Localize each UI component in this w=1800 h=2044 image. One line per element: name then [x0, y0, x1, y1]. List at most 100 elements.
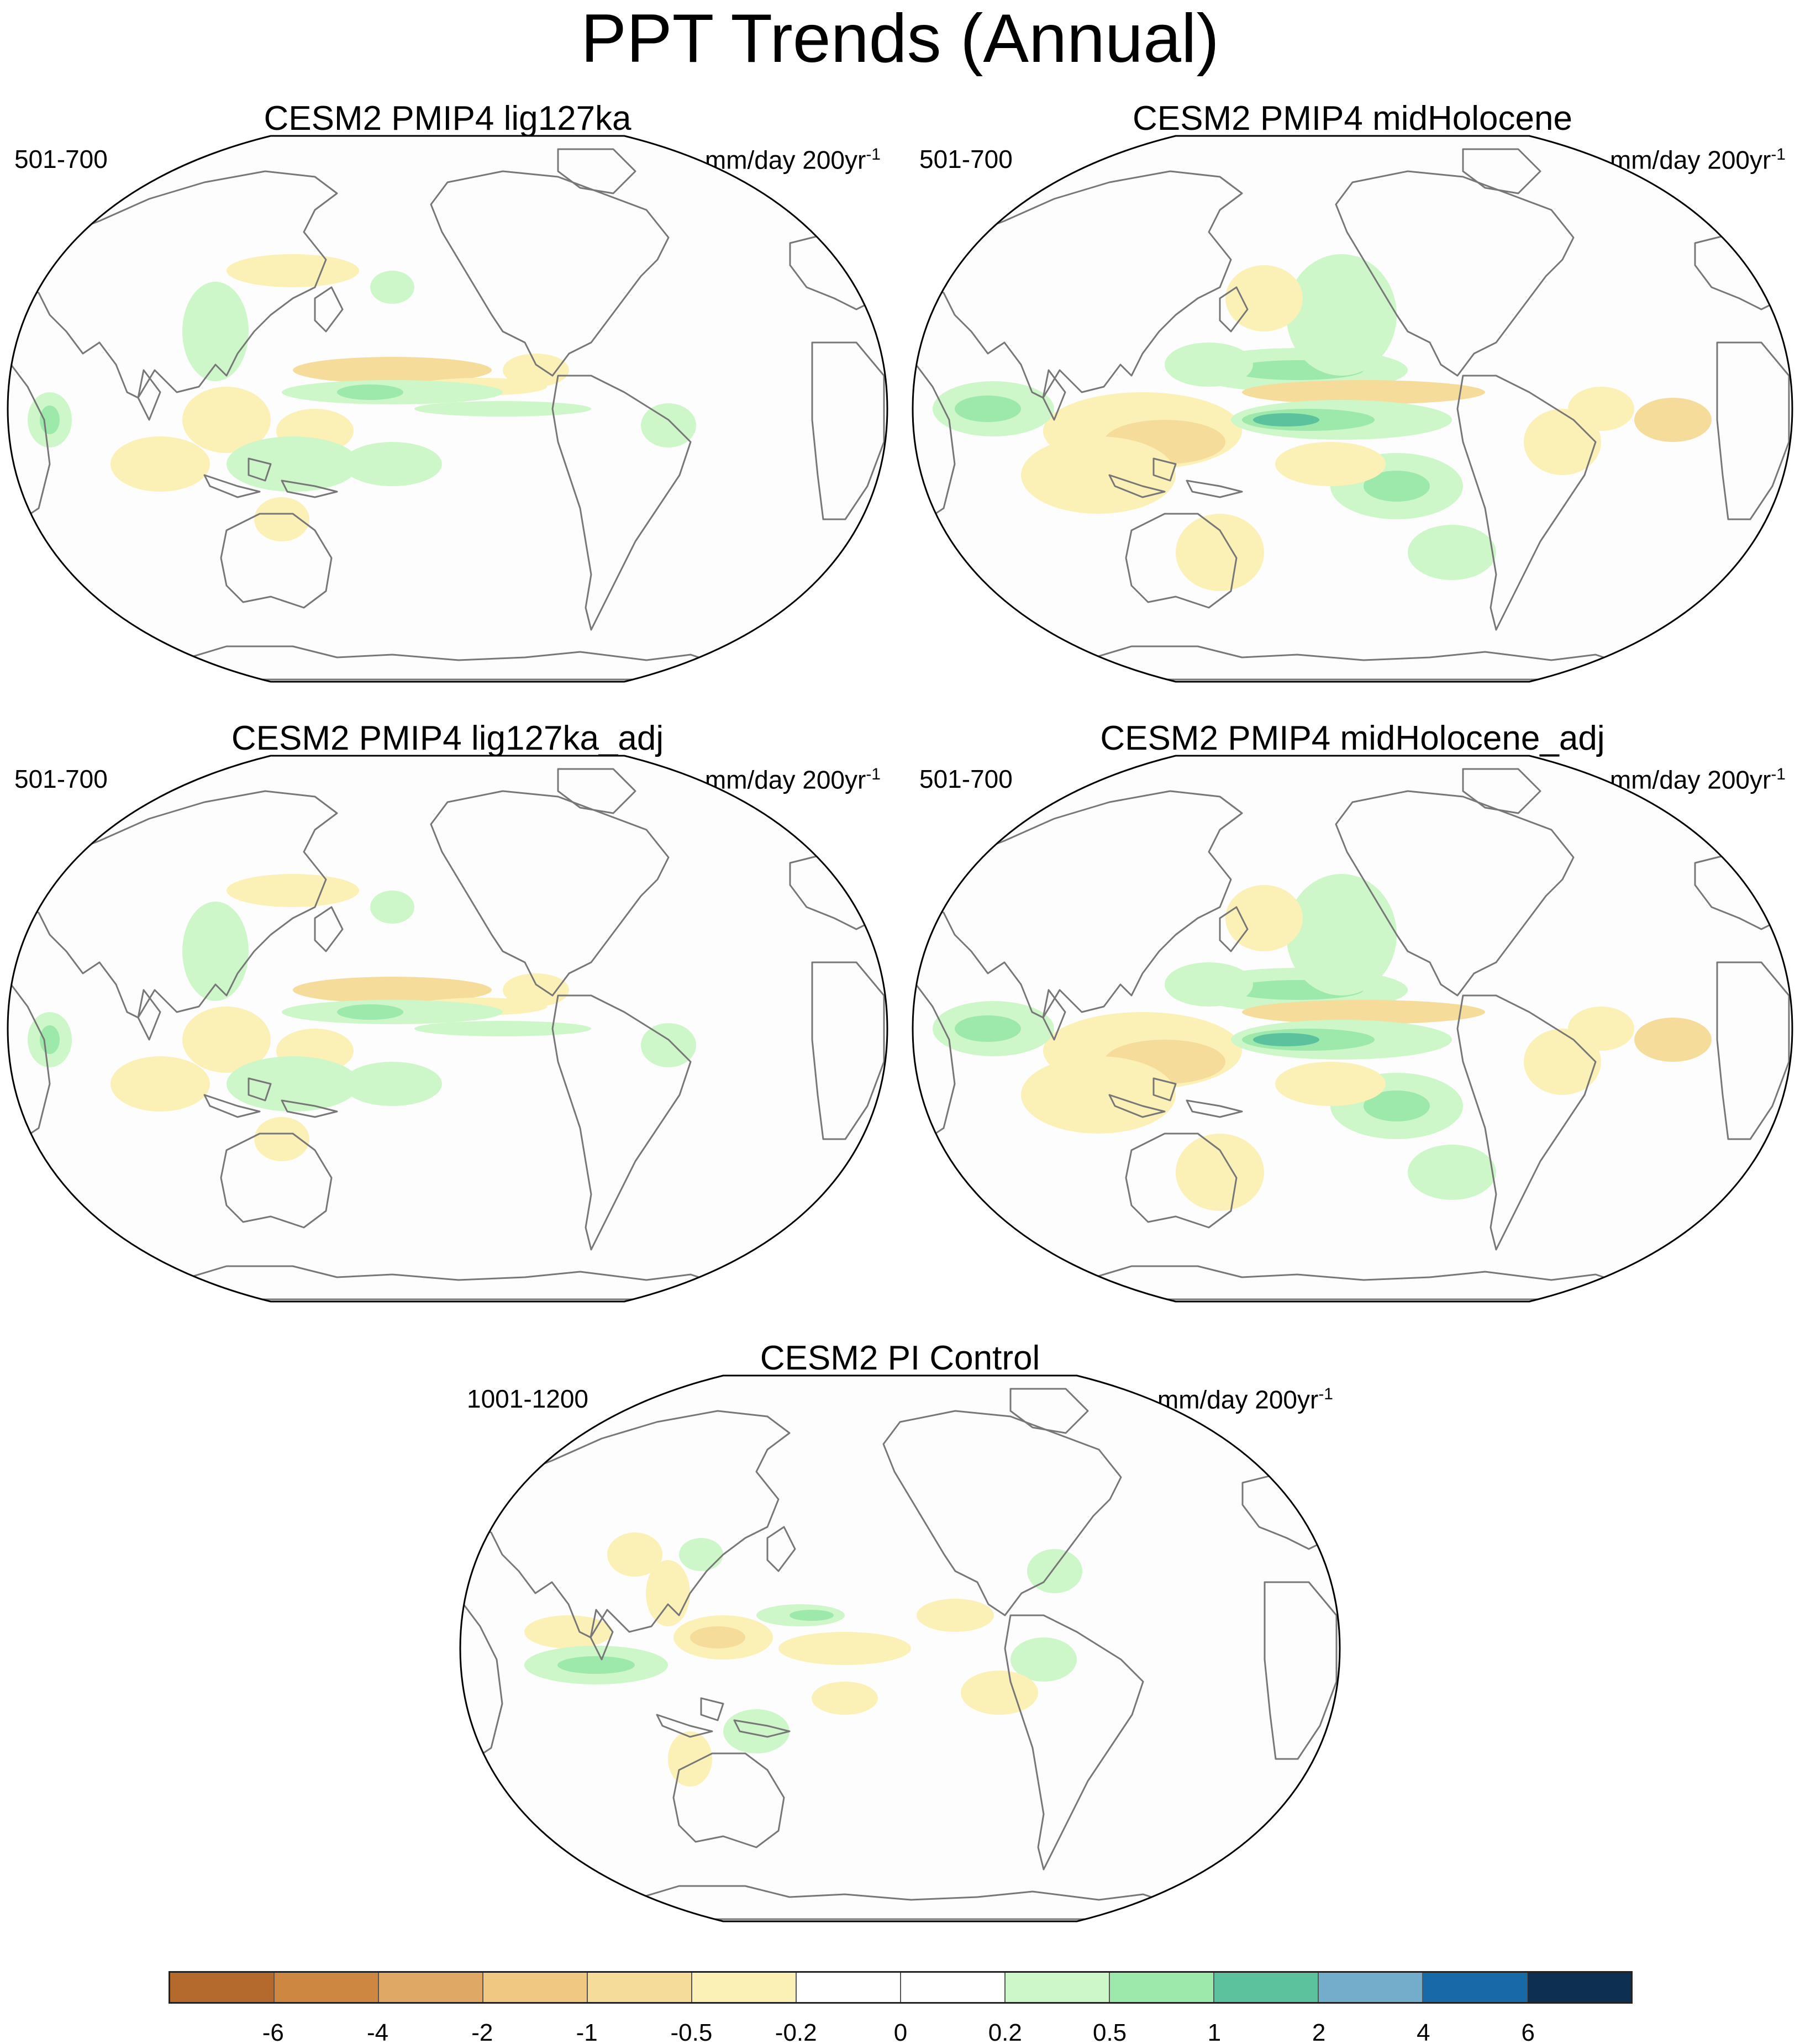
colorbar-tick-label: -0.2: [775, 2019, 817, 2044]
panel-title: CESM2 PMIP4 lig127ka: [264, 99, 631, 138]
map-panel-midholocene-adj: CESM2 PMIP4 midHolocene_adj 501-700 mm/d…: [910, 719, 1794, 1305]
coastline: [220, 1132, 333, 1229]
period-label: 501-700: [14, 145, 108, 173]
map-panel-midholocene: CESM2 PMIP4 midHolocene 501-700 mm/day 2…: [910, 99, 1794, 685]
coastline: [766, 1526, 796, 1572]
coastline: [672, 1752, 785, 1848]
coastline: [656, 1714, 713, 1738]
precip-anomaly-region: [1568, 1007, 1634, 1051]
precip-anomaly-region: [557, 1656, 635, 1674]
precip-anomaly-region: [1364, 471, 1430, 502]
precip-anomaly-region: [955, 396, 1021, 422]
precip-anomaly-region: [1027, 1549, 1082, 1593]
coastline: [1042, 989, 1066, 1041]
coastline: [203, 474, 261, 498]
precip-anomaly-region: [503, 973, 569, 1007]
precip-anomaly-region: [1165, 343, 1253, 387]
colorbar-tick-label: 6: [1521, 2019, 1534, 2044]
coastline: [590, 1609, 614, 1661]
precip-anomaly-region: [690, 1626, 745, 1648]
precip-anomaly-region: [1242, 380, 1485, 404]
colorbar-swatch: [1319, 1973, 1423, 2002]
map-border: [912, 755, 1793, 1303]
coastline: [1462, 768, 1541, 814]
colorbar-swatch: [797, 1973, 901, 2002]
precip-anomaly-region: [1253, 413, 1319, 426]
colorbar-tick-label: 0.2: [988, 2019, 1022, 2044]
coastline: [1009, 1388, 1089, 1434]
coastline: [430, 790, 670, 997]
precip-anomaly-region: [1225, 265, 1303, 331]
period-label: 501-700: [919, 145, 1013, 173]
world-map: [459, 1374, 1341, 1922]
precip-anomaly-region: [254, 1117, 309, 1161]
precip-anomaly-region: [182, 902, 249, 1001]
map-panel-pi-control: CESM2 PI Control 1001-1200 mm/day 200yr-…: [458, 1339, 1342, 1925]
precip-anomaly-region: [1165, 962, 1253, 1007]
coastline: [220, 513, 333, 609]
coastline: [1456, 994, 1597, 1251]
coastline: [314, 286, 344, 333]
colorbar-tick-label: -4: [367, 2019, 388, 2044]
coastline: [1264, 1581, 1338, 1760]
colorbar: [169, 1971, 1633, 2005]
precip-anomaly-region: [110, 436, 210, 492]
precip-anomaly-region: [607, 1532, 662, 1577]
precip-anomaly-region: [1364, 1091, 1430, 1121]
precip-anomaly-region: [182, 1007, 271, 1073]
world-map: [912, 755, 1793, 1303]
coastline: [430, 170, 670, 377]
coastline: [882, 1410, 1122, 1616]
precip-anomaly-region: [679, 1538, 723, 1571]
coastline: [1152, 1077, 1177, 1102]
precip-anomaly-region: [227, 254, 359, 287]
precip-anomaly-region: [227, 436, 359, 492]
precip-anomaly-region: [1286, 874, 1397, 995]
coastline: [1219, 286, 1249, 333]
coastline: [1456, 375, 1597, 631]
period-label: 1001-1200: [467, 1384, 588, 1413]
precip-anomaly-region: [955, 1015, 1021, 1042]
map-panel-lig127ka: CESM2 PMIP4 lig127ka 501-700 mm/day 200y…: [6, 99, 890, 685]
precip-anomaly-region: [370, 891, 414, 924]
precip-anomaly-region: [182, 282, 249, 381]
precip-anomaly-region: [1568, 387, 1634, 431]
coastline: [137, 369, 161, 421]
precip-anomaly-region: [1275, 442, 1386, 486]
world-map: [7, 135, 888, 683]
precip-anomaly-region: [343, 1062, 442, 1106]
panel-title: CESM2 PMIP4 midHolocene: [1133, 99, 1572, 138]
precip-anomaly-region: [227, 874, 359, 907]
panel-title: CESM2 PI Control: [760, 1339, 1040, 1377]
precip-anomaly-region: [337, 384, 403, 400]
coastline: [551, 375, 692, 631]
coastline: [248, 457, 272, 482]
precip-anomaly-region: [414, 401, 591, 417]
coastline: [1219, 906, 1249, 952]
colorbar-swatch: [170, 1973, 275, 2002]
coastline: [1186, 480, 1243, 498]
precip-anomaly-region: [1021, 436, 1176, 514]
colorbar-tick-label: 1: [1208, 2019, 1221, 2044]
units-label: mm/day 200yr-1: [1157, 1385, 1333, 1414]
precip-anomaly-region: [1176, 1134, 1264, 1211]
precip-anomaly-region: [110, 1056, 210, 1111]
coastline: [1108, 474, 1166, 498]
colorbar-tick-label: -6: [262, 2019, 284, 2044]
map-border: [459, 1374, 1341, 1922]
map-panel-lig127ka-adj: CESM2 PMIP4 lig127ka_adj 501-700 mm/day …: [6, 719, 890, 1305]
precip-anomaly-region: [293, 357, 492, 383]
precip-anomaly-region: [641, 1023, 696, 1067]
coastline: [926, 790, 1243, 1019]
coastline: [1108, 1094, 1166, 1118]
precip-anomaly-region: [343, 442, 442, 486]
precip-anomaly-region: [1408, 525, 1496, 580]
precip-anomaly-region: [293, 977, 492, 1003]
coastline: [926, 170, 1243, 399]
colorbar-swatches: [169, 1971, 1633, 2004]
colorbar-swatch: [1006, 1973, 1110, 2002]
precip-anomaly-region: [1634, 398, 1712, 442]
units-label: mm/day 200yr-1: [704, 145, 881, 175]
coastline: [1186, 1099, 1243, 1118]
map-border: [7, 755, 888, 1303]
